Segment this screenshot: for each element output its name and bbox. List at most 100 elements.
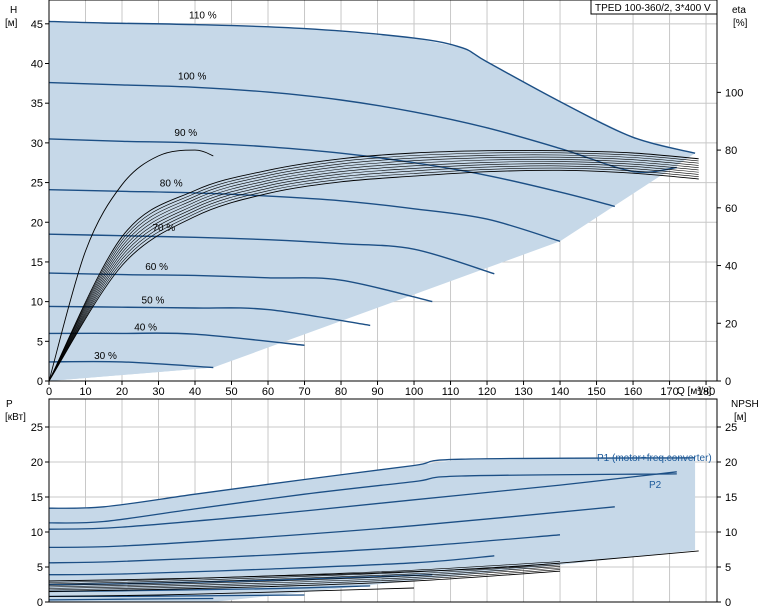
npsh-curve: [48, 550, 699, 582]
x-tick-label: 80: [335, 386, 347, 398]
eta-curve: [48, 149, 214, 382]
power-curve: [48, 555, 495, 576]
npsh-axis-unit: [м]: [734, 412, 747, 423]
eta-tick-label: 20: [725, 318, 737, 330]
x-tick-label: 170: [660, 386, 678, 398]
head-curve-label: 60 %: [145, 262, 168, 273]
head-curves: [48, 20, 696, 369]
npsh-curve: [48, 564, 561, 586]
eta-tick-label: 0: [725, 376, 731, 388]
x-tick-label: 130: [514, 386, 532, 398]
h-tick-label: 0: [37, 376, 43, 388]
npsh-tick-label: 20: [725, 457, 737, 469]
power-curve: [48, 506, 615, 549]
npsh-axis-label: NPSH: [731, 399, 759, 410]
npsh-curve: [48, 567, 561, 589]
top-plot-frame: [48, 0, 718, 382]
h-tick-label: 10: [31, 297, 43, 309]
p-tick-label: 10: [31, 527, 43, 539]
chart-title: TPED 100-360/2, 3*400 V: [595, 3, 711, 14]
bottom-axis-ticks: 0 5 10 15 20 25 0 5 10 15 20 25: [31, 422, 738, 609]
x-tick-label: 110: [442, 386, 460, 398]
head-curve-label: 100 %: [178, 72, 206, 83]
bottom-operating-envelope: [49, 457, 696, 602]
head-curve-label: 30 %: [94, 351, 117, 362]
q-axis-label: Q [м³/ч]: [677, 386, 712, 397]
head-curve-label: 40 %: [134, 322, 157, 333]
x-tick-label: 30: [152, 386, 164, 398]
npsh-curve: [48, 566, 561, 588]
h-tick-label: 5: [37, 336, 43, 348]
eta-curve: [48, 165, 699, 382]
x-tick-label: 0: [46, 386, 52, 398]
npsh-tick-label: 10: [725, 527, 737, 539]
x-tick-label: 60: [262, 386, 274, 398]
eta-curve: [48, 158, 699, 382]
p-axis-unit: [кВт]: [5, 412, 26, 423]
power-curve: [48, 471, 677, 530]
head-curve-label: 80 %: [160, 179, 183, 190]
p-tick-label: 25: [31, 422, 43, 434]
eta-axis-label: eta: [732, 5, 746, 16]
eta-curve: [48, 156, 699, 382]
power-curve: [48, 534, 561, 564]
power-curve: [48, 457, 696, 509]
bottom-plot-frame: [48, 398, 718, 603]
power-curve: [48, 597, 214, 601]
npsh-curve: [48, 562, 561, 585]
x-tick-label: 90: [371, 386, 383, 398]
p-tick-label: 5: [37, 562, 43, 574]
h-tick-label: 45: [31, 19, 43, 31]
eta-tick-label: 40: [725, 261, 737, 273]
h-axis-label: H: [10, 5, 17, 16]
p1-annotation: P1 (motor+freq.converter): [597, 453, 712, 464]
h-tick-label: 40: [31, 59, 43, 71]
head-curve: [48, 81, 677, 173]
power-curves: [48, 457, 696, 601]
p-axis-label: P: [6, 399, 13, 410]
head-curve: [48, 138, 615, 208]
top-operating-envelope: [49, 21, 696, 382]
eta-tick-label: 100: [725, 87, 743, 99]
npsh-curve: [48, 569, 561, 591]
eta-curve: [48, 161, 699, 382]
x-tick-label: 180: [697, 386, 715, 398]
h-tick-label: 20: [31, 217, 43, 229]
h-tick-label: 35: [31, 98, 43, 110]
x-tick-label: 40: [189, 386, 201, 398]
x-tick-label: 150: [587, 386, 605, 398]
x-tick-label: 20: [116, 386, 128, 398]
x-tick-label: 70: [298, 386, 310, 398]
h-tick-label: 15: [31, 257, 43, 269]
p2-annotation: P2: [649, 480, 662, 491]
eta-curve: [48, 167, 699, 382]
head-curve: [48, 272, 433, 303]
h-tick-label: 25: [31, 178, 43, 190]
npsh-curve: [48, 561, 561, 583]
p-tick-label: 0: [37, 597, 43, 609]
npsh-curves: [48, 550, 699, 597]
eta-axis-unit: [%]: [733, 18, 748, 29]
head-curve: [48, 20, 696, 154]
npsh-tick-label: 15: [725, 492, 737, 504]
top-axis-ticks: 0 10 20 30 40 50 60 70 80 90 100 110 120 130 140 150 160…: [31, 19, 744, 398]
eta-curve: [48, 154, 699, 382]
h-tick-label: 30: [31, 138, 43, 150]
title-box: [590, 0, 718, 15]
x-tick-label: 140: [551, 386, 569, 398]
npsh-tick-label: 5: [725, 562, 731, 574]
head-curve: [48, 233, 495, 275]
npsh-tick-label: 25: [725, 422, 737, 434]
head-curve: [48, 360, 214, 369]
p-tick-label: 20: [31, 457, 43, 469]
p-tick-label: 15: [31, 492, 43, 504]
x-tick-label: 50: [225, 386, 237, 398]
npsh-curve: [48, 587, 415, 597]
head-curve-label: 110 %: [189, 10, 217, 21]
head-curve-label: 70 %: [153, 223, 176, 234]
eta-curve: [48, 152, 699, 382]
eta-curve: [48, 169, 699, 382]
eta-tick-label: 80: [725, 145, 737, 157]
x-tick-label: 10: [79, 386, 91, 398]
